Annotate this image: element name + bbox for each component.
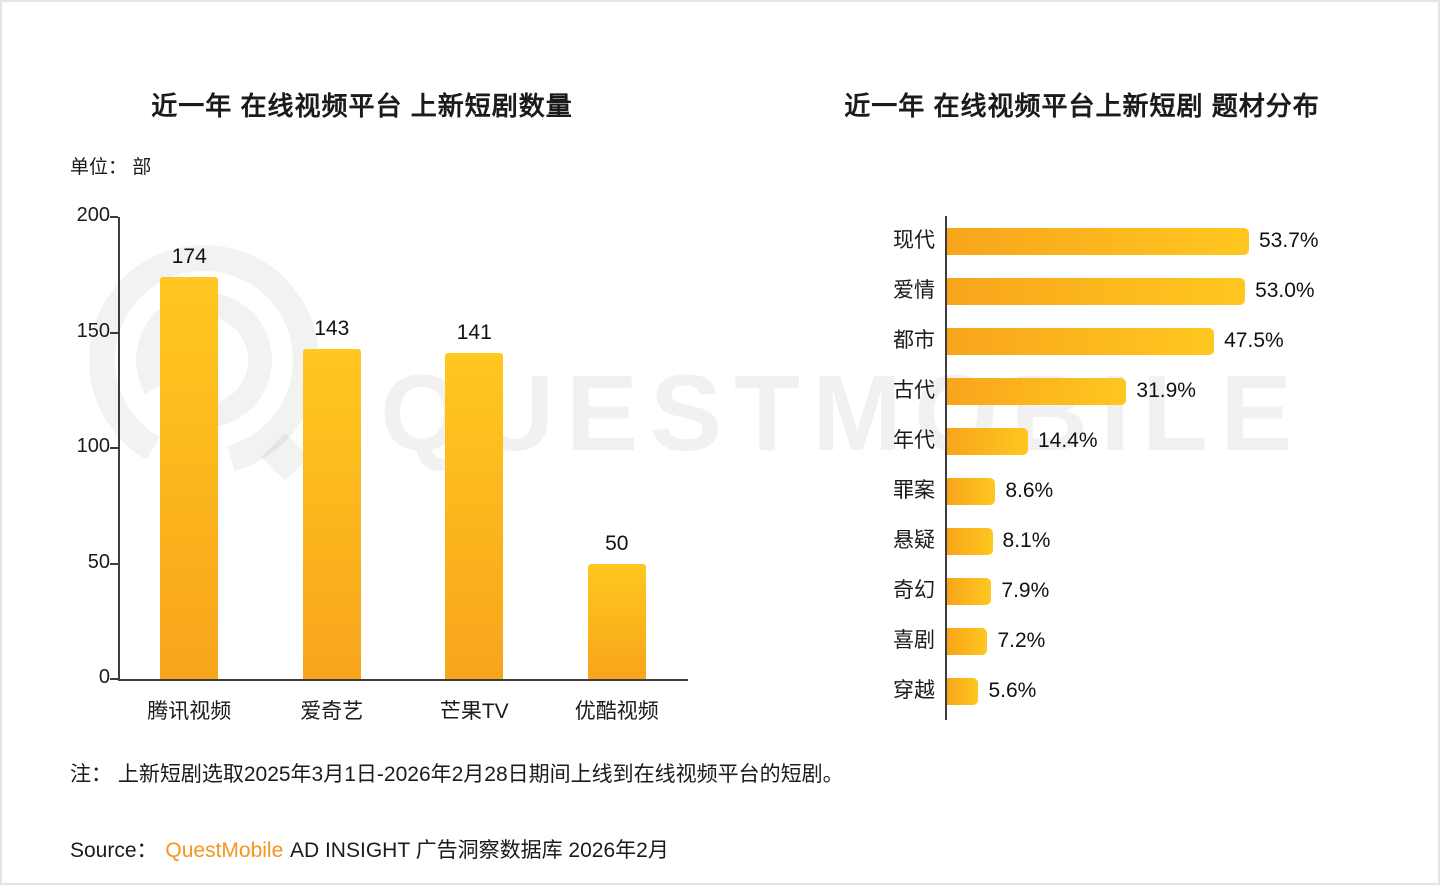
x-axis-category-label: 爱奇艺	[300, 700, 364, 723]
source-brand: QuestMobile	[165, 839, 284, 862]
x-axis-category-label: 优酷视频	[574, 700, 659, 723]
right-chart-axis	[945, 216, 947, 720]
y-axis-tick-mark	[110, 216, 118, 218]
category-label: 奇幻	[893, 579, 935, 602]
category-label: 爱情	[893, 279, 935, 302]
y-axis-tick-label: 100	[76, 435, 110, 457]
source-text: AD INSIGHT 广告洞察数据库 2026年2月	[289, 839, 669, 862]
left-chart-x-axis	[118, 679, 688, 681]
questmobile-text-watermark: QUESTMOBILE	[380, 352, 1305, 473]
y-axis-tick-label: 0	[98, 666, 110, 688]
source-label: Source：	[70, 839, 158, 862]
horizontal-bar-chart: 现代 53.7% 爱情 53.0% 都市 47.5% 古代 31.9% 年代 14.4% 罪案 8.6…	[857, 216, 1432, 731]
bar-value-label: 7.2%	[997, 629, 1046, 652]
category-label: 悬疑	[893, 529, 935, 552]
bar-value-label: 50	[605, 531, 629, 555]
bar	[587, 563, 646, 679]
category-label: 年代	[893, 429, 935, 452]
unit-label: 单位： 部	[70, 157, 152, 178]
bar	[947, 677, 979, 705]
bar-value-label: 5.6%	[988, 679, 1037, 702]
category-label: 都市	[893, 329, 935, 352]
x-axis-category-label: 芒果TV	[439, 700, 509, 723]
right-chart-title: 近一年 在线视频平台上新短剧 题材分布	[844, 91, 1320, 121]
y-axis-tick-label: 150	[76, 319, 110, 342]
y-axis-tick-mark	[110, 562, 118, 565]
bar	[947, 627, 988, 655]
bar-value-label: 8.6%	[1005, 479, 1054, 502]
bar	[947, 227, 1249, 255]
y-axis-tick-mark	[110, 678, 118, 680]
bar-value-label: 53.7%	[1259, 229, 1319, 252]
category-label: 喜剧	[893, 629, 935, 652]
y-axis-tick-label: 50	[87, 550, 110, 573]
footnote: 注： 上新短剧选取2025年3月1日-2026年2月28日期间上线到在线视频平台…	[70, 763, 844, 786]
bar	[445, 353, 504, 679]
bar	[947, 527, 993, 555]
bar-value-label: 53.0%	[1255, 279, 1315, 302]
bar-value-label: 14.4%	[1037, 429, 1098, 452]
bar	[947, 327, 1215, 355]
category-label: 现代	[893, 229, 935, 252]
bar-value-label: 174	[171, 245, 207, 269]
bar	[160, 277, 219, 679]
category-label: 古代	[893, 379, 935, 402]
bar-value-label: 141	[456, 321, 492, 345]
bar	[947, 277, 1246, 305]
y-axis-tick-mark	[110, 331, 118, 334]
left-chart-title: 近一年 在线视频平台 上新短剧数量	[151, 91, 573, 121]
y-axis-tick-mark	[110, 447, 118, 449]
category-label: 罪案	[893, 479, 935, 502]
bar-value-label: 8.1%	[1002, 529, 1051, 552]
bar	[947, 427, 1028, 455]
source-line: Source： QuestMobile AD INSIGHT 广告洞察数据库 2…	[70, 834, 669, 864]
y-axis-tick-label: 200	[76, 204, 110, 226]
category-label: 穿越	[893, 679, 935, 702]
bar	[947, 577, 992, 605]
bar	[947, 477, 996, 505]
bar	[947, 377, 1127, 405]
bar	[302, 348, 361, 679]
bar-value-label: 143	[314, 316, 350, 340]
bar-value-label: 31.9%	[1136, 379, 1196, 402]
bar-value-label: 7.9%	[1001, 579, 1050, 602]
left-chart-y-axis	[118, 217, 120, 681]
vertical-bar-chart: 0 50 100 150 200 174 腾讯视频 143 爱奇艺 141 芒果TV 50 优酷视频	[66, 204, 716, 732]
bar-value-label: 47.5%	[1224, 329, 1284, 352]
x-axis-category-label: 腾讯视频	[147, 700, 232, 723]
